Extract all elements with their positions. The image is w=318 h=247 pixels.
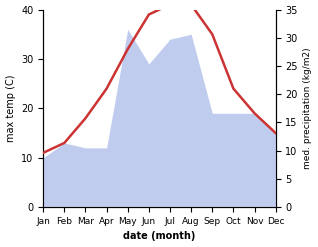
- X-axis label: date (month): date (month): [123, 231, 196, 242]
- Y-axis label: max temp (C): max temp (C): [5, 75, 16, 142]
- Y-axis label: med. precipitation (kg/m2): med. precipitation (kg/m2): [303, 48, 313, 169]
